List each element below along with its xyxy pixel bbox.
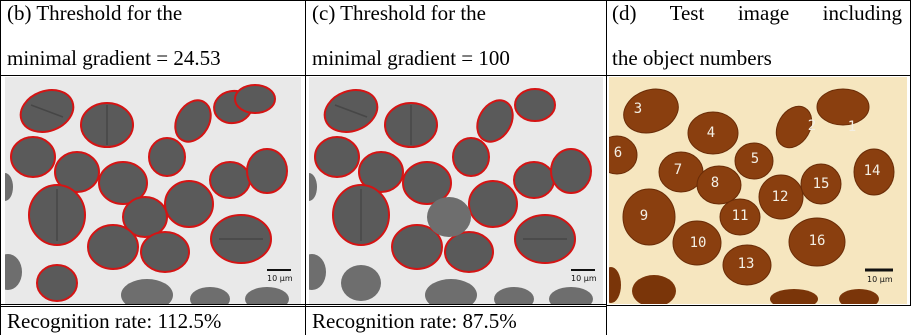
- object-number: 13: [738, 256, 755, 272]
- panel-b-image: 10 μm: [5, 77, 301, 304]
- panel-c-image: 10 μm: [309, 77, 603, 304]
- caption-c-line1: (c) Threshold for the: [312, 1, 486, 25]
- object-number: 15: [813, 176, 830, 192]
- caption-d-line1: (d) Test image including: [612, 1, 902, 25]
- divider-cd: [606, 0, 607, 335]
- panel-c-scale-bar-label: 10 μm: [571, 274, 597, 283]
- object-number: 14: [864, 163, 881, 179]
- object-number: 9: [640, 208, 648, 224]
- top-border: [0, 0, 911, 1]
- image-bottom-rule-d: [606, 305, 911, 306]
- object-number: 10: [690, 235, 707, 251]
- panel-b-scale-bar-label: 10 μm: [267, 274, 293, 283]
- caption-b-line1: (b) Threshold for the: [7, 1, 183, 25]
- recognition-rate-b: Recognition rate: 112.5%: [7, 309, 222, 333]
- caption-b-line2: minimal gradient = 24.53: [7, 46, 221, 70]
- object-number: 7: [674, 162, 682, 178]
- recognition-rate-c: Recognition rate: 87.5%: [312, 309, 517, 333]
- object-number: 4: [707, 125, 715, 141]
- panel-d-scale-bar-label: 10 µm: [867, 275, 893, 284]
- object-number: 5: [751, 151, 759, 167]
- image-bottom-rule-2: [0, 306, 606, 307]
- left-border: [0, 0, 1, 335]
- caption-c-line2: minimal gradient = 100: [312, 46, 510, 70]
- caption-rule: [0, 75, 911, 76]
- object-number: 6: [614, 145, 622, 161]
- divider-bc: [305, 0, 306, 335]
- image-bottom-rule: [0, 304, 606, 305]
- panel-d-image: 1 2 3 4 5 6 7 8 9 10 11 12 13 14 15 16 1…: [609, 77, 907, 304]
- object-number: 8: [711, 175, 719, 191]
- object-number: 16: [809, 233, 826, 249]
- object-number: 3: [634, 101, 642, 117]
- object-number: 2: [808, 118, 816, 134]
- object-number: 12: [772, 189, 789, 205]
- caption-d-line2: the object numbers: [612, 46, 772, 70]
- object-number: 1: [848, 119, 856, 135]
- object-number: 11: [732, 208, 749, 224]
